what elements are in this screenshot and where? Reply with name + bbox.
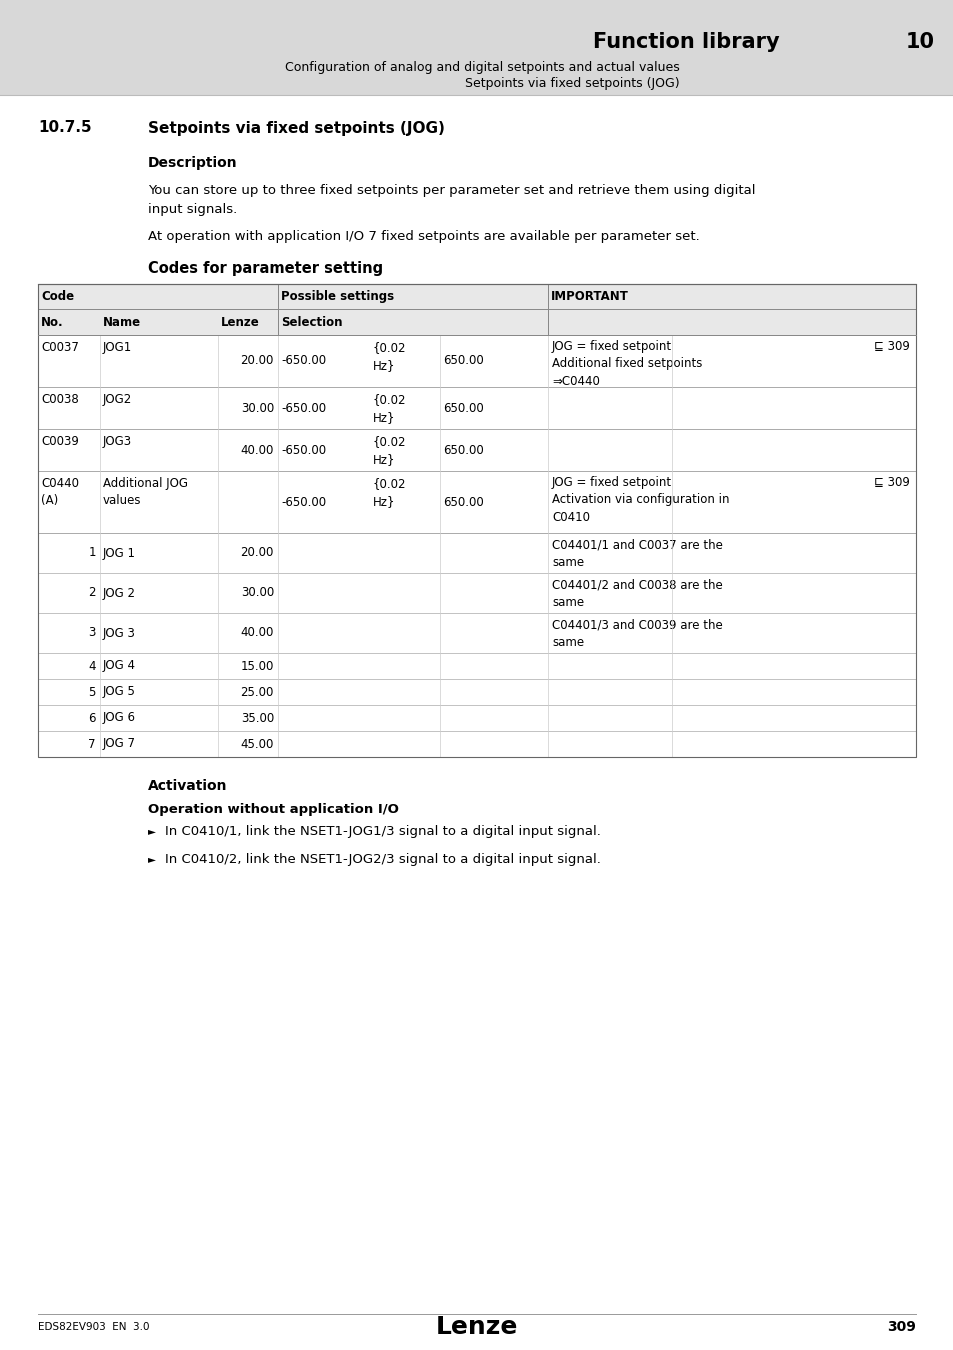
- Text: {0.02
Hz}: {0.02 Hz}: [373, 477, 406, 508]
- Text: 35.00: 35.00: [240, 711, 274, 725]
- Text: JOG 1: JOG 1: [103, 547, 136, 559]
- Text: JOG2: JOG2: [103, 393, 132, 406]
- Text: -650.00: -650.00: [281, 495, 326, 509]
- Text: C04401/3 and C0039 are the
same: C04401/3 and C0039 are the same: [552, 618, 722, 648]
- Text: JOG = fixed setpoint
Additional fixed setpoints
⇒C0440: JOG = fixed setpoint Additional fixed se…: [552, 340, 701, 387]
- Text: ⊑ 309: ⊑ 309: [873, 477, 909, 489]
- Text: 10.7.5: 10.7.5: [38, 120, 91, 135]
- Text: 650.00: 650.00: [442, 495, 483, 509]
- Text: -650.00: -650.00: [281, 444, 326, 456]
- Bar: [38, 284, 915, 335]
- Text: -650.00: -650.00: [281, 401, 326, 414]
- Text: Activation: Activation: [148, 779, 227, 792]
- Text: 6: 6: [89, 711, 96, 725]
- Text: Possible settings: Possible settings: [281, 290, 394, 302]
- Text: Configuration of analog and digital setpoints and actual values: Configuration of analog and digital setp…: [285, 61, 679, 73]
- Text: JOG 6: JOG 6: [103, 711, 136, 725]
- Text: Selection: Selection: [281, 316, 342, 328]
- Text: 40.00: 40.00: [240, 444, 274, 456]
- Text: C0037: C0037: [41, 342, 79, 354]
- Text: C0039: C0039: [41, 435, 79, 448]
- Text: 45.00: 45.00: [240, 737, 274, 751]
- Text: {0.02
Hz}: {0.02 Hz}: [373, 435, 406, 466]
- Text: JOG = fixed setpoint
Activation via configuration in
C0410: JOG = fixed setpoint Activation via conf…: [552, 477, 729, 524]
- Text: Code: Code: [41, 290, 74, 302]
- Text: JOG 7: JOG 7: [103, 737, 136, 751]
- Text: 2: 2: [89, 586, 96, 599]
- Text: 650.00: 650.00: [442, 444, 483, 456]
- Text: Setpoints via fixed setpoints (JOG): Setpoints via fixed setpoints (JOG): [148, 120, 444, 135]
- Text: 15.00: 15.00: [240, 660, 274, 672]
- Text: JOG3: JOG3: [103, 435, 132, 448]
- Text: -650.00: -650.00: [281, 355, 326, 367]
- Text: In C0410/1, link the NSET1-JOG1/3 signal to a digital input signal.: In C0410/1, link the NSET1-JOG1/3 signal…: [165, 825, 600, 837]
- Text: 7: 7: [89, 737, 96, 751]
- Text: Setpoints via fixed setpoints (JOG): Setpoints via fixed setpoints (JOG): [465, 77, 679, 90]
- Text: C04401/2 and C0038 are the
same: C04401/2 and C0038 are the same: [552, 578, 722, 609]
- Text: {0.02
Hz}: {0.02 Hz}: [373, 342, 406, 373]
- Text: 3: 3: [89, 626, 96, 640]
- Text: Lenze: Lenze: [436, 1315, 517, 1339]
- Text: 5: 5: [89, 686, 96, 698]
- Text: Description: Description: [148, 157, 237, 170]
- Text: You can store up to three fixed setpoints per parameter set and retrieve them us: You can store up to three fixed setpoint…: [148, 184, 755, 216]
- Text: ►: ►: [148, 855, 156, 864]
- Text: ⊑ 309: ⊑ 309: [873, 340, 909, 352]
- Text: 30.00: 30.00: [240, 586, 274, 599]
- Text: C0440
(A): C0440 (A): [41, 477, 79, 508]
- Text: JOG 2: JOG 2: [103, 586, 136, 599]
- Text: Operation without application I/O: Operation without application I/O: [148, 803, 398, 815]
- Text: {0.02
Hz}: {0.02 Hz}: [373, 393, 406, 424]
- Text: JOG 5: JOG 5: [103, 686, 135, 698]
- Text: Additional JOG
values: Additional JOG values: [103, 477, 188, 508]
- Text: 1: 1: [89, 547, 96, 559]
- Text: In C0410/2, link the NSET1-JOG2/3 signal to a digital input signal.: In C0410/2, link the NSET1-JOG2/3 signal…: [165, 852, 600, 865]
- Text: 309: 309: [886, 1320, 915, 1334]
- Text: 30.00: 30.00: [240, 401, 274, 414]
- Text: IMPORTANT: IMPORTANT: [551, 290, 628, 302]
- Text: 20.00: 20.00: [240, 547, 274, 559]
- Text: JOG1: JOG1: [103, 342, 132, 354]
- Text: Name: Name: [103, 316, 141, 328]
- Text: EDS82EV903  EN  3.0: EDS82EV903 EN 3.0: [38, 1322, 150, 1332]
- Text: 10: 10: [904, 32, 934, 53]
- Text: JOG 3: JOG 3: [103, 626, 135, 640]
- Text: C04401/1 and C0037 are the
same: C04401/1 and C0037 are the same: [552, 539, 722, 568]
- Text: At operation with application I/O 7 fixed setpoints are available per parameter : At operation with application I/O 7 fixe…: [148, 230, 699, 243]
- Text: 20.00: 20.00: [240, 355, 274, 367]
- Text: ►: ►: [148, 826, 156, 836]
- Text: 650.00: 650.00: [442, 355, 483, 367]
- Text: 650.00: 650.00: [442, 401, 483, 414]
- Text: Lenze: Lenze: [221, 316, 259, 328]
- Text: JOG 4: JOG 4: [103, 660, 136, 672]
- Text: C0038: C0038: [41, 393, 79, 406]
- Bar: [38, 284, 915, 757]
- Text: 4: 4: [89, 660, 96, 672]
- Text: No.: No.: [41, 316, 64, 328]
- Text: Function library: Function library: [593, 32, 780, 53]
- Text: Codes for parameter setting: Codes for parameter setting: [148, 261, 383, 275]
- Text: 40.00: 40.00: [240, 626, 274, 640]
- Text: 25.00: 25.00: [240, 686, 274, 698]
